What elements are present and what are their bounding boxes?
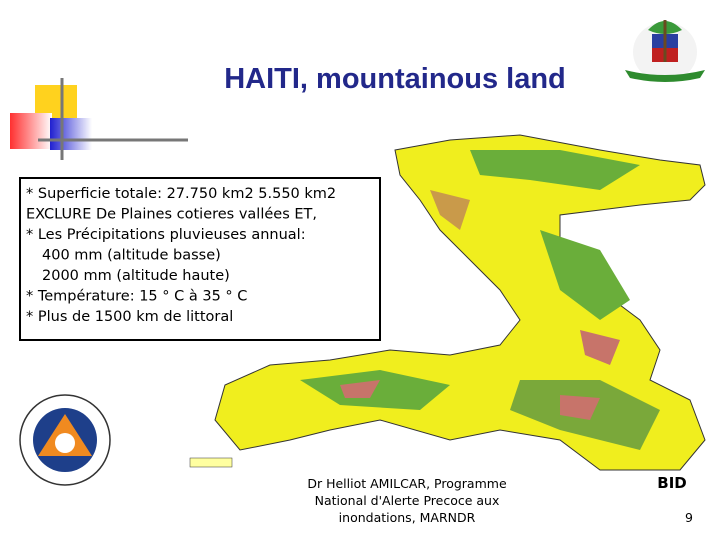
info-line: EXCLURE De Plaines cotieres vallées ET, bbox=[26, 207, 317, 223]
author-line: National d'Alerte Precoce aux bbox=[315, 493, 500, 508]
civil-protection-logo bbox=[19, 394, 111, 486]
page-number: 9 bbox=[685, 510, 693, 525]
info-line: * Superficie totale: 27.750 km2 5.550 km… bbox=[26, 186, 336, 202]
info-line: * Plus de 1500 km de littoral bbox=[26, 309, 233, 325]
info-line: * Les Précipitations pluvieuses annual: bbox=[26, 227, 306, 243]
author-line: inondations, MARNDR bbox=[339, 510, 476, 525]
organization: BID bbox=[657, 474, 686, 492]
info-line: 2000 mm (altitude haute) bbox=[42, 268, 230, 284]
map bbox=[189, 134, 706, 471]
slide-title: HAITI, mountainous land bbox=[224, 63, 566, 95]
info-line: * Température: 15 ° C à 35 ° C bbox=[26, 289, 247, 305]
info-box bbox=[19, 177, 381, 341]
coat-of-arms bbox=[625, 20, 705, 82]
decoration bbox=[10, 78, 188, 160]
author-line: Dr Helliot AMILCAR, Programme bbox=[307, 476, 507, 491]
info-line: 400 mm (altitude basse) bbox=[42, 248, 221, 264]
